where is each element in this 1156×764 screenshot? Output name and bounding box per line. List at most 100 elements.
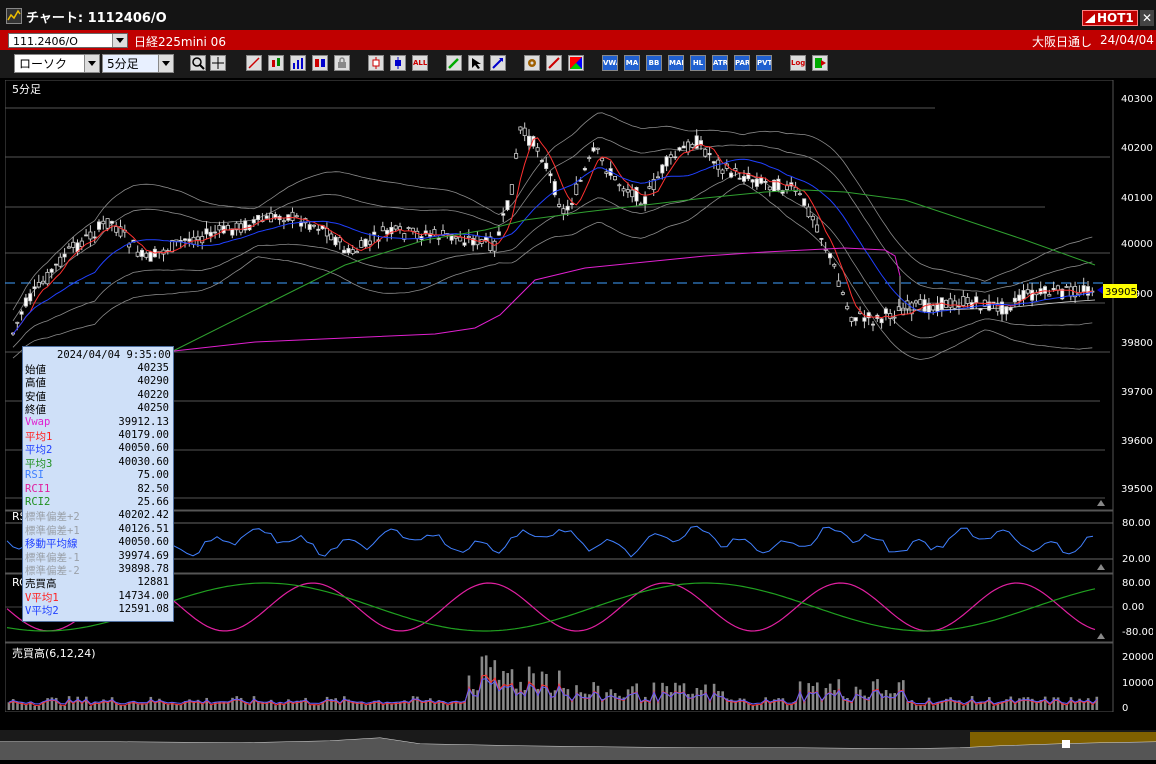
candle-body: [797, 193, 802, 196]
candle-body: [995, 303, 1000, 312]
overview-handle[interactable]: [1062, 740, 1070, 748]
candle-body: [101, 220, 106, 225]
candle-body: [935, 303, 940, 313]
chevron-down-icon[interactable]: [158, 55, 173, 72]
volume-bar: [596, 685, 600, 710]
scroll-up-icon[interactable]: [1097, 500, 1105, 506]
volume-bar: [747, 703, 750, 710]
tooltip-key: 終値: [25, 404, 46, 417]
volume-bar: [803, 700, 806, 710]
log-scale-button[interactable]: Log: [790, 55, 806, 71]
volume-bar: [489, 667, 492, 710]
candle-body: [806, 206, 811, 218]
volume-bar: [274, 705, 277, 710]
vwap-indicator-button[interactable]: VWAP-line: [602, 55, 618, 71]
candle-body: [32, 286, 37, 289]
candle-body: [931, 305, 936, 311]
pencil-icon[interactable]: [446, 55, 462, 71]
candle-body: [71, 241, 76, 248]
candle-body: [883, 308, 888, 314]
candle-body: [311, 224, 316, 227]
settings-gear-icon[interactable]: [524, 55, 540, 71]
volume-bar: [558, 670, 561, 710]
pvt-button[interactable]: PVT: [756, 55, 772, 71]
ma-envelope-button[interactable]: MAE: [668, 55, 684, 71]
price-tick-label: 39800: [1121, 338, 1153, 349]
candle-body: [527, 135, 532, 146]
show-all-icon[interactable]: ALL: [412, 55, 428, 71]
candle-body: [677, 147, 682, 151]
volume-bar: [394, 702, 398, 710]
volume-bar: [1056, 697, 1060, 710]
arrow-icon[interactable]: [490, 55, 506, 71]
compare-icon[interactable]: [312, 55, 328, 71]
chevron-down-icon[interactable]: [112, 34, 127, 47]
candle-body: [187, 238, 192, 242]
ma-indicator-button[interactable]: MA: [624, 55, 640, 71]
volume-bar: [416, 696, 419, 710]
interval-select[interactable]: 5分足: [102, 54, 174, 73]
scroll-up-icon[interactable]: [1097, 564, 1105, 570]
volume-bar: [884, 690, 888, 710]
zoom-icon[interactable]: [190, 55, 206, 71]
volume-bar: [196, 699, 200, 710]
candle-blue-icon[interactable]: [390, 55, 406, 71]
volume-bar: [897, 682, 901, 710]
candle-body: [501, 213, 506, 216]
volume-bar: [312, 704, 316, 710]
volume-bar: [648, 700, 651, 710]
volume-bar: [824, 688, 828, 710]
volume-bar: [742, 698, 746, 710]
pointer-icon[interactable]: [468, 55, 484, 71]
chart-area[interactable]: 5分足 403004020040100400003990039800397003…: [4, 79, 1154, 725]
crosshair-icon[interactable]: [210, 55, 226, 71]
overview-scrollbar[interactable]: [0, 730, 1156, 760]
volume-bar: [102, 699, 105, 710]
candle-body: [785, 184, 790, 191]
high-low-button[interactable]: HL: [690, 55, 706, 71]
symbol-code-combobox[interactable]: 111.2406/O: [8, 33, 128, 48]
candle-body: [92, 236, 97, 239]
tooltip-value: 12591.08: [118, 603, 169, 616]
hot-button[interactable]: HOT1: [1082, 10, 1138, 26]
tools-icon[interactable]: [546, 55, 562, 71]
volume-bar: [919, 705, 922, 710]
tooltip-key: 標準偏差-2: [25, 565, 80, 577]
candle-body: [767, 186, 772, 191]
bollinger-button[interactable]: BB: [646, 55, 662, 71]
volume-bar: [1009, 696, 1013, 710]
volume-bar: [510, 669, 514, 710]
volume-bar: [652, 682, 656, 710]
volume-bar: [940, 700, 944, 710]
parabolic-button[interactable]: PAR: [734, 55, 750, 71]
tooltip-key: V平均2: [25, 605, 59, 618]
tooltip-key: 平均3: [25, 457, 53, 470]
candle-body: [449, 234, 454, 241]
volume-bar: [420, 700, 423, 710]
volume-bar: [46, 698, 49, 710]
candle-red-icon[interactable]: [368, 55, 384, 71]
export-icon[interactable]: [812, 55, 828, 71]
draw-line-icon[interactable]: [246, 55, 262, 71]
tooltip-value: 40126.51: [118, 522, 169, 535]
chart-type-select[interactable]: ローソク: [14, 54, 100, 73]
candle-body: [19, 311, 24, 315]
candle-body: [243, 220, 248, 231]
tooltip-value: 40030.60: [118, 455, 169, 468]
volume-bar: [459, 702, 462, 710]
scroll-up-icon[interactable]: [1097, 633, 1105, 639]
volume-bar: [67, 696, 71, 710]
chevron-down-icon[interactable]: [84, 55, 99, 72]
candle-pattern-icon[interactable]: [268, 55, 284, 71]
color-palette-icon[interactable]: [568, 55, 584, 71]
bar-chart-icon[interactable]: [290, 55, 306, 71]
chart-canvas[interactable]: 5分足 403004020040100400003990039800397003…: [4, 79, 1154, 725]
close-button[interactable]: ✕: [1140, 10, 1154, 26]
candle-body: [664, 156, 669, 167]
window-titlebar: チャート: 1112406/O HOT1 ✕: [0, 0, 1156, 30]
volume-ma2-line: [8, 678, 1098, 705]
atr-button[interactable]: ATR: [712, 55, 728, 71]
lock-icon[interactable]: [334, 55, 350, 71]
volume-bar: [115, 702, 118, 710]
volume-bar: [317, 704, 320, 710]
